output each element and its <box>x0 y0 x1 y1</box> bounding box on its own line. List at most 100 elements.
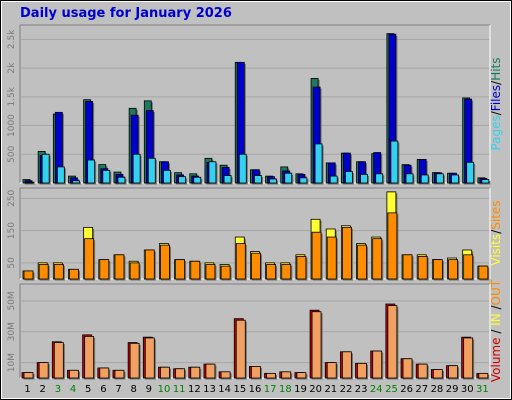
kbytes-out-bar <box>53 342 65 380</box>
y-tick-label: 50 <box>7 257 17 269</box>
x-tick-label: 28 <box>431 384 444 395</box>
pages-bar <box>466 161 476 185</box>
kbytes-out-bar <box>341 351 353 380</box>
pages-bar <box>178 176 188 185</box>
legend-entry: / <box>489 326 503 338</box>
legend-visits-sites: Visits/Sites <box>489 200 503 265</box>
x-tick-label: 26 <box>400 384 413 395</box>
pages-bar <box>193 176 203 185</box>
x-tick-label: 7 <box>115 384 121 395</box>
x-tick-label: 12 <box>188 384 201 395</box>
x-tick-label: 3 <box>55 384 61 395</box>
x-tick-label: 5 <box>85 384 91 395</box>
kbytes-out-bar <box>432 369 444 380</box>
x-tick-label: 21 <box>324 384 337 395</box>
pages-bar <box>329 175 339 185</box>
x-tick-label: 30 <box>461 384 474 395</box>
pages-bar <box>375 173 385 185</box>
pages-bar <box>117 176 127 185</box>
pages-bar <box>87 159 97 185</box>
x-tick-label: 1 <box>24 384 30 395</box>
kbytes-out-bar <box>175 368 187 380</box>
pages-bar <box>147 157 157 185</box>
kbytes-out-bar <box>372 350 384 380</box>
legend-entry: / <box>489 304 503 313</box>
y-tick-label: 30M <box>7 322 17 341</box>
pages-bar <box>405 173 415 185</box>
pages-bar <box>132 153 142 185</box>
kbytes-out-bar <box>326 362 338 380</box>
sites-bar <box>53 264 65 281</box>
pages-bar <box>102 169 112 185</box>
x-tick-label: 2 <box>40 384 46 395</box>
legend-entry: / <box>489 110 503 115</box>
y-tick-label: 500 <box>7 145 17 162</box>
kbytes-out-bar <box>417 363 429 380</box>
sites-bar <box>129 262 141 281</box>
sites-bar <box>341 226 353 281</box>
kbytes-out-bar <box>23 372 35 380</box>
pages-bar <box>41 153 51 185</box>
x-tick-label: 11 <box>173 384 186 395</box>
pages-bar <box>284 172 294 185</box>
kbytes-out-bar <box>296 372 308 380</box>
sites-bar <box>175 259 187 281</box>
legend-entry: Sites <box>489 200 503 229</box>
legend-entry: / <box>489 80 503 85</box>
x-tick-label: 9 <box>146 384 152 395</box>
y-tick-label: 1000 <box>7 114 17 137</box>
x-tick-label: 27 <box>415 384 428 395</box>
x-tick-label: 14 <box>218 384 231 395</box>
y-tick-label: 1.5k <box>7 86 17 106</box>
kbytes-out-bar <box>478 372 490 380</box>
pages-bar <box>451 174 461 185</box>
pages-bar <box>223 175 233 185</box>
kbytes-out-bar <box>311 311 323 380</box>
sites-bar <box>99 259 111 281</box>
y-tick-label: 2.5k <box>7 29 17 49</box>
x-tick-label: 8 <box>131 384 137 395</box>
pages-bar <box>314 143 324 185</box>
pages-bar <box>299 177 309 185</box>
kbytes-out-bar <box>235 319 247 380</box>
kbytes-out-bar <box>448 365 460 380</box>
x-tick-label: 18 <box>279 384 292 395</box>
kbytes-out-bar <box>266 372 278 380</box>
legend-entry: Files <box>489 85 503 111</box>
kbytes-out-bar <box>220 371 232 380</box>
sites-bar <box>372 238 384 281</box>
kbytes-out-bar <box>84 335 96 380</box>
sites-bar <box>235 243 247 281</box>
chart-title: Daily usage for January 2026 <box>20 6 232 21</box>
sites-bar <box>84 238 96 281</box>
sites-bar <box>311 231 323 281</box>
sites-bar <box>114 254 126 281</box>
pages-bar <box>238 153 248 185</box>
sites-bar <box>448 259 460 281</box>
x-tick-label: 31 <box>476 384 489 395</box>
sites-bar <box>23 270 35 281</box>
kbytes-out-bar <box>205 363 217 380</box>
sites-bar <box>432 259 444 281</box>
sites-bar <box>357 244 369 281</box>
x-tick-label: 15 <box>233 384 246 395</box>
kbytes-out-bar <box>281 371 293 380</box>
sites-bar <box>144 249 156 281</box>
kbytes-out-bar <box>402 358 414 380</box>
pages-bar <box>72 180 81 185</box>
pages-bar <box>26 181 36 185</box>
sites-bar <box>38 264 50 281</box>
kbytes-out-bar <box>114 369 126 380</box>
sites-bar <box>326 236 338 281</box>
kbytes-out-bar <box>99 367 111 380</box>
sites-bar <box>281 264 293 281</box>
pages-bar <box>269 178 279 185</box>
sites-bar <box>417 256 429 281</box>
x-tick-label: 13 <box>203 384 216 395</box>
x-tick-label: 22 <box>340 384 353 395</box>
pages-bar <box>163 169 172 185</box>
sites-bar <box>266 264 278 281</box>
sites-bar <box>463 254 475 281</box>
